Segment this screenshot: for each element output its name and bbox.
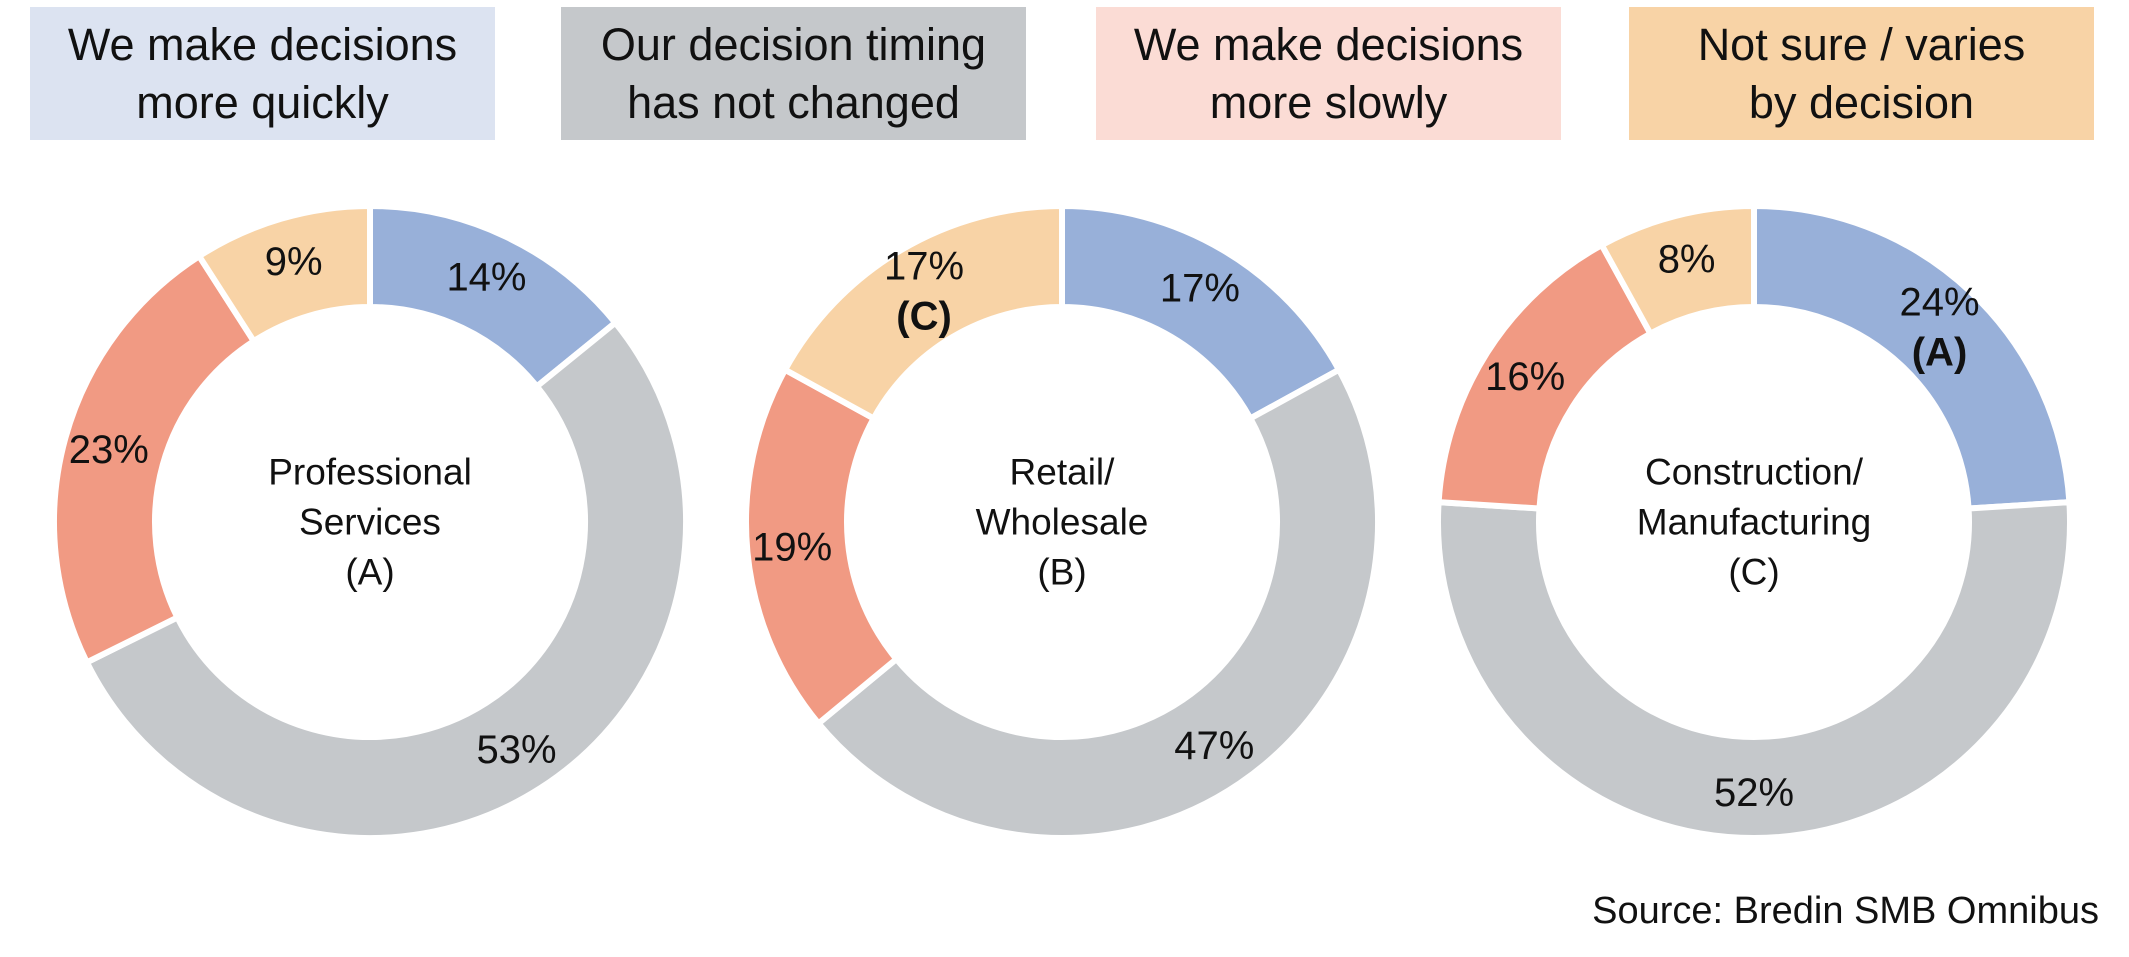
source-note: Source: Bredin SMB Omnibus [1592,890,2099,932]
legend-line: has not changed [627,76,960,128]
significance-annotation: (C) [896,295,952,339]
legend-item-quicker: We make decisions more quickly [30,7,495,140]
center-label-line: (B) [1037,552,1086,593]
slice-unchanged [814,365,1381,841]
data-label-not-sure: 17% [884,245,964,289]
legend-line: We make decisions [67,18,458,70]
center-label-line: Retail/ [1010,452,1116,493]
slice-quicker [1751,202,2073,512]
slice-unchanged [1435,498,2073,841]
data-label-quicker: 24% [1899,280,1979,324]
slice-quicker [1059,202,1343,423]
center-label-line: Construction/ [1645,452,1864,493]
center-label-line: (A) [345,552,394,593]
center-label-line: (C) [1728,552,1779,593]
significance-annotation: (A) [1912,330,1968,374]
donut-chart-1: 17% 47% 19% 17% (C) Retail/Wholesale (B) [743,202,1381,841]
data-label-unchanged: 47% [1174,724,1254,768]
slice-unchanged [82,318,689,841]
data-label-slower: 23% [69,428,149,472]
data-label-unchanged: 53% [476,728,556,772]
legend-line: Our decision timing [600,18,987,70]
center-label-line: Manufacturing [1637,502,1871,543]
center-label-line: Wholesale [976,502,1149,543]
data-label-unchanged: 52% [1714,771,1794,815]
slice-not-sure [1597,202,1757,338]
data-label-slower: 19% [752,526,832,570]
slice-slower [51,252,258,667]
donut-chart-2: 24% (A) 52% 16% 8% Construction/Manufacturing… [1435,202,2073,841]
center-label-line: Services [299,502,441,543]
legend-line: by decision [1748,76,1975,128]
legend-line: Not sure / varies [1697,18,2026,70]
data-label-quicker: 17% [1160,267,1240,311]
center-label-line: Professional [268,452,472,493]
legend-line: more quickly [136,76,389,128]
legend-item-slower: We make decisions more slowly [1096,7,1561,140]
legend-line: We make decisions [1133,18,1524,70]
legend-item-unchanged: Our decision timing has not changed [561,7,1026,140]
legend: We make decisions more quickly Our decisi… [0,7,2129,140]
donut-chart-0: 14% 53% 23% 9% Professional Services (A) [51,202,689,841]
data-label-not-sure: 8% [1658,238,1716,282]
slice-not-sure [195,202,373,346]
data-label-slower: 16% [1485,355,1565,399]
legend-line: more slowly [1209,76,1448,128]
data-label-quicker: 14% [446,255,526,299]
legend-item-not-sure: Not sure / varies by decision [1629,7,2094,140]
data-label-not-sure: 9% [265,240,323,284]
slice-not-sure [781,202,1065,423]
